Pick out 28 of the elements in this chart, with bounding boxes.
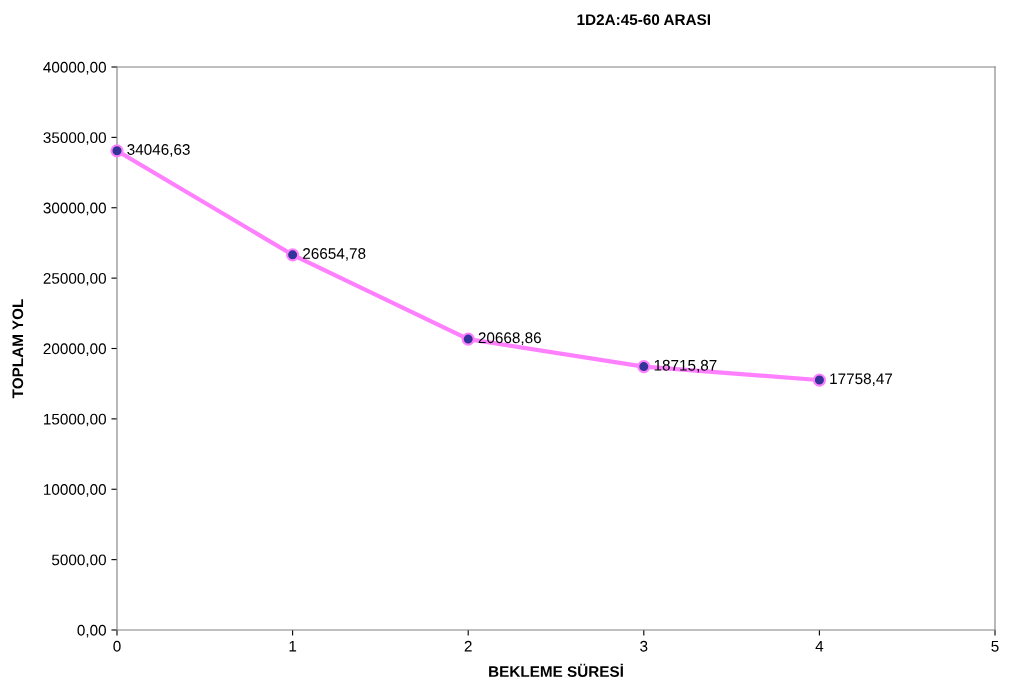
y-tick-label: 5000,00 [51, 554, 106, 568]
data-label: 26654,78 [303, 248, 366, 261]
chart-title: 1D2A:45-60 ARASI [577, 14, 710, 26]
data-label: 17758,47 [830, 373, 893, 386]
y-tick-label: 40000,00 [43, 61, 106, 75]
y-tick-label: 0,00 [77, 624, 106, 638]
point [812, 373, 826, 387]
y-tick-label: 20000,00 [43, 343, 106, 356]
data-label: 20668,86 [478, 332, 541, 345]
y-tick-label: 15000,00 [44, 413, 106, 427]
point [286, 248, 300, 262]
x-tick-label: 3 [640, 640, 648, 652]
point [461, 332, 475, 346]
y-axis-title: TOPLAM YOL [12, 299, 24, 399]
y-tick-label: 10000,00 [44, 484, 106, 497]
x-axis-title: BEKLEME SÜRESİ [489, 663, 623, 677]
y-tick-label: 35000,00 [43, 132, 106, 145]
x-tick-label: 5 [991, 640, 999, 652]
x-tick-label: 2 [464, 640, 472, 652]
data-label: 34046,63 [127, 144, 190, 157]
x-tick-label: 4 [815, 640, 824, 652]
x-tick-label: 0 [113, 640, 121, 652]
x-tick-label: 1 [289, 640, 297, 652]
data-label: 18715,87 [654, 359, 717, 373]
point [110, 144, 124, 158]
y-tick-label: 25000,00 [43, 272, 106, 286]
y-tick-label: 30000,00 [43, 202, 106, 216]
point [637, 359, 651, 374]
